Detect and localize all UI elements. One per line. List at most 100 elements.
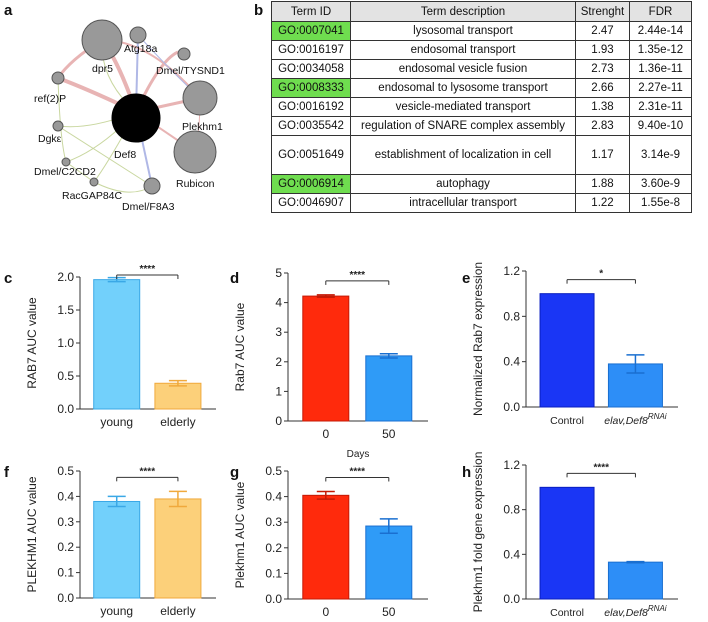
chart-h-plekhm1-rnai: 0.0 0.4 0.8 1.2 Plekhm1 fold gene expression…	[471, 452, 678, 619]
x-tick-label-text: young	[100, 415, 133, 429]
y-tick-label: 0.8	[503, 309, 520, 323]
x-tick-label-superscript: RNAi	[648, 604, 667, 613]
fdr-cell: 1.36e-11	[629, 59, 692, 79]
x-tick-label: Control	[550, 415, 584, 427]
significance-label: *	[599, 269, 603, 280]
y-tick-label: 2	[275, 355, 282, 369]
y-axis-label: Rab7 AUC value	[233, 302, 247, 391]
y-tick-label: 0.0	[265, 592, 282, 606]
term-id-cell: GO:0035542	[271, 116, 351, 136]
fdr-cell: 3.60e-9	[629, 174, 692, 194]
y-tick-label: 4	[275, 296, 282, 310]
network-label: Dmel/TYSND1	[156, 65, 225, 77]
panel-letter-d: d	[230, 270, 240, 287]
y-tick-label: 1.2	[503, 458, 520, 472]
x-tick-label-text: Control	[550, 607, 584, 619]
panel-letter-h: h	[462, 464, 472, 481]
go-term-table: Term ID Term description Strenght FDR GO…	[271, 1, 692, 213]
x-tick-label-text: Control	[550, 415, 584, 427]
y-tick-label: 0.0	[57, 402, 74, 416]
term-id-cell: GO:0046907	[271, 193, 351, 213]
fdr-cell: 9.40e-10	[629, 116, 692, 136]
bar-elavdef8	[607, 561, 663, 600]
x-tick-label-text: 0	[322, 605, 329, 619]
table-row: GO:0046907 intracellular transport 1.22 1.5…	[271, 193, 692, 213]
network-label: Dgkε	[38, 133, 62, 145]
y-tick-label: 5	[275, 266, 282, 280]
y-tick-label: 0.0	[503, 400, 520, 414]
y-tick-label: 0.4	[503, 355, 520, 369]
y-tick-label: 1.5	[57, 303, 74, 317]
node-tysnd1	[177, 47, 191, 61]
significance-label: ****	[140, 264, 156, 275]
y-axis-label: PLEKHM1 AUC value	[25, 476, 39, 592]
chart-c-rab7-young-elderly: 0.0 0.5 1.0 1.5 2.0 RAB7 AUC value young elderl…	[25, 264, 216, 429]
y-tick-label: 0.3	[57, 515, 74, 529]
y-tick-label: 0.5	[57, 464, 74, 478]
bar-50	[365, 355, 413, 422]
x-tick-label: elav,Def8RNAi	[604, 412, 666, 427]
term-description-cell: endosomal vesicle fusion	[350, 59, 576, 79]
term-id-cell: GO:0016197	[271, 40, 351, 60]
network-label: RacGAP84C	[62, 190, 123, 202]
y-tick-label: 0.0	[57, 591, 74, 605]
table-row: GO:0034058 endosomal vesicle fusion 2.73 1.…	[271, 59, 692, 79]
x-tick-label-text: 50	[382, 605, 396, 619]
network-label: Dmel/C2CD2	[34, 166, 96, 178]
x-tick-label: young	[100, 604, 133, 618]
table-row: GO:0006914 autophagy 1.88 3.60e-9	[271, 174, 692, 194]
y-tick-label: 2.0	[57, 270, 74, 284]
chart-d-rab7-days: 0 1 2 3 4 5 Rab7 AUC value 0 50 **** Days	[233, 266, 428, 460]
fdr-cell: 3.14e-9	[629, 135, 692, 175]
edge	[57, 125, 153, 187]
y-tick-label: 0.5	[265, 464, 282, 478]
y-tick-label: 0.2	[57, 540, 74, 554]
y-axis-label: Normalized Rab7 expression	[471, 262, 485, 416]
panel-letter-b: b	[254, 2, 264, 19]
strength-cell: 2.83	[575, 116, 630, 136]
x-tick-label: elav,Def8RNAi	[604, 604, 666, 619]
bar-elderly	[154, 382, 202, 410]
y-tick-label: 1.0	[57, 336, 74, 350]
node-rubicon	[173, 130, 217, 174]
x-tick-label-superscript: RNAi	[648, 412, 667, 421]
bar-elderly	[154, 498, 202, 599]
edge	[57, 77, 67, 163]
y-tick-label: 0.1	[265, 566, 282, 580]
term-description-cell: autophagy	[350, 174, 576, 194]
y-axis-label: Plekhm1 fold gene expression	[471, 452, 485, 613]
y-axis-label: RAB7 AUC value	[25, 297, 39, 389]
x-tick-label: elderly	[160, 604, 195, 618]
y-tick-label: 0.5	[57, 369, 74, 383]
bar-young	[93, 279, 141, 410]
panel-letter-a: a	[4, 2, 13, 19]
panel-letter-e: e	[462, 270, 471, 287]
term-description-cell: endosomal transport	[350, 40, 576, 60]
x-axis-label: Days	[347, 449, 370, 460]
significance-label: ****	[140, 466, 156, 477]
bar-young	[93, 500, 141, 599]
term-id-cell: GO:0016192	[271, 97, 351, 117]
y-tick-label: 0.3	[265, 515, 282, 529]
panel-letter-g: g	[230, 464, 240, 481]
term-id-cell: GO:0006914	[271, 174, 351, 194]
node-c2cd2	[61, 157, 71, 167]
table-row: GO:0016192 vesicle-mediated transport 1.38…	[271, 97, 692, 117]
bar-0	[302, 494, 350, 600]
chart-e-rab7-rnai: 0.0 0.4 0.8 1.2 Normalized Rab7 expression Co…	[471, 262, 678, 427]
strength-cell: 2.73	[575, 59, 630, 79]
strength-cell: 1.88	[575, 174, 630, 194]
table-row: GO:0016197 endosomal transport 1.93 1.35e-1…	[271, 40, 692, 60]
x-tick-label: young	[100, 415, 133, 429]
network-label: Rubicon	[176, 178, 215, 190]
chart-g-plekhm1-days: 0.0 0.1 0.2 0.3 0.4 0.5 Plekhm1 AUC value 0 50 **…	[233, 464, 428, 619]
bar-50	[365, 525, 413, 600]
x-tick-label-text: elderly	[160, 415, 195, 429]
term-id-cell: GO:0008333	[271, 78, 351, 98]
y-tick-label: 0.4	[57, 489, 74, 503]
strength-cell: 1.38	[575, 97, 630, 117]
network-label: Def8	[114, 149, 136, 161]
term-description-cell: vesicle-mediated transport	[350, 97, 576, 117]
table-row: GO:0008333 endosomal to lysosome transpor…	[271, 78, 692, 98]
node-dpr5	[81, 19, 123, 61]
